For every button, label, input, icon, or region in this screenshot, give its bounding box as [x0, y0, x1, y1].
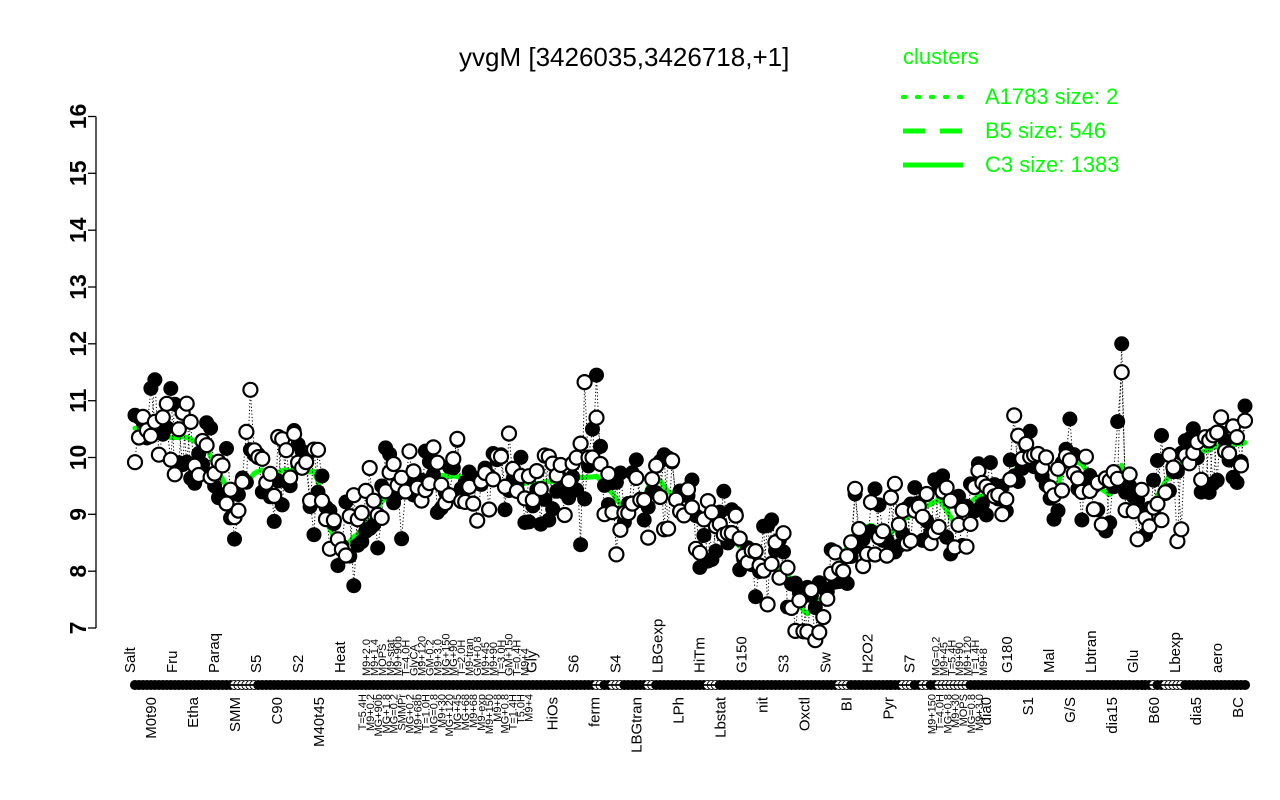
svg-text:M9+4: M9+4 [524, 694, 536, 722]
svg-text:10: 10 [65, 445, 91, 471]
svg-text:A1783 size: 2: A1783 size: 2 [985, 84, 1118, 109]
svg-text:nit: nit [755, 696, 772, 713]
svg-text:M9+8: M9+8 [978, 648, 990, 676]
svg-text:Oxctl: Oxctl [797, 697, 814, 731]
svg-text:B5 size: 546: B5 size: 546 [985, 118, 1106, 143]
svg-text:B60: B60 [1146, 697, 1163, 724]
svg-text:H2O2: H2O2 [860, 634, 877, 673]
svg-text:G150: G150 [734, 636, 751, 673]
svg-text:9: 9 [65, 508, 91, 521]
svg-text:dia5: dia5 [1188, 697, 1205, 725]
svg-text:LBGtran: LBGtran [629, 697, 646, 753]
svg-text:12: 12 [65, 331, 91, 357]
svg-text:Lbexp: Lbexp [1167, 632, 1184, 673]
svg-text:HiOs: HiOs [545, 697, 562, 730]
svg-text:HiTm: HiTm [692, 637, 709, 673]
svg-text:G180: G180 [999, 636, 1016, 673]
svg-text:Gly: Gly [524, 650, 541, 673]
svg-text:BC: BC [1230, 697, 1247, 718]
svg-text:11: 11 [65, 388, 91, 413]
svg-text:Paraq: Paraq [206, 633, 223, 673]
svg-text:LBGexp: LBGexp [650, 619, 667, 673]
svg-text:M0t90: M0t90 [143, 697, 160, 739]
svg-text:Fru: Fru [164, 651, 181, 674]
svg-text:Sw: Sw [818, 652, 835, 673]
svg-text:Etha: Etha [185, 696, 202, 728]
svg-text:S3: S3 [776, 655, 793, 673]
svg-text:BI: BI [839, 697, 856, 711]
svg-text:yvgM [3426035,3426718,+1]: yvgM [3426035,3426718,+1] [459, 42, 789, 72]
svg-text:Lbstat: Lbstat [713, 696, 730, 738]
svg-text:Pyr: Pyr [881, 697, 898, 720]
svg-text:SMM: SMM [227, 697, 244, 732]
svg-text:S2: S2 [290, 655, 307, 673]
svg-text:S5: S5 [248, 655, 265, 673]
svg-text:S7: S7 [902, 655, 919, 673]
svg-text:dia0: dia0 [978, 697, 995, 725]
svg-text:ferm: ferm [587, 697, 604, 727]
svg-text:aero: aero [1209, 643, 1226, 673]
svg-text:M40t45: M40t45 [311, 697, 328, 747]
svg-text:15: 15 [65, 160, 91, 186]
svg-text:clusters: clusters [903, 44, 979, 69]
svg-text:Lbtran: Lbtran [1083, 630, 1100, 673]
svg-text:Salt: Salt [122, 646, 139, 673]
svg-text:Mal: Mal [1041, 649, 1058, 673]
svg-text:14: 14 [65, 217, 91, 243]
svg-text:8: 8 [65, 565, 91, 578]
svg-text:S4: S4 [608, 655, 625, 673]
svg-text:7: 7 [65, 622, 91, 635]
svg-text:Glu: Glu [1125, 650, 1142, 673]
svg-text:LPh: LPh [671, 697, 688, 724]
svg-text:C3 size: 1383: C3 size: 1383 [985, 152, 1120, 177]
svg-text:16: 16 [65, 104, 91, 130]
svg-text:G/S: G/S [1062, 697, 1079, 723]
svg-text:Heat: Heat [332, 640, 349, 673]
svg-text:dia15: dia15 [1104, 697, 1121, 734]
svg-text:S6: S6 [566, 655, 583, 673]
svg-text:13: 13 [65, 274, 91, 300]
svg-text:S1: S1 [1020, 697, 1037, 715]
svg-text:C90: C90 [269, 697, 286, 725]
